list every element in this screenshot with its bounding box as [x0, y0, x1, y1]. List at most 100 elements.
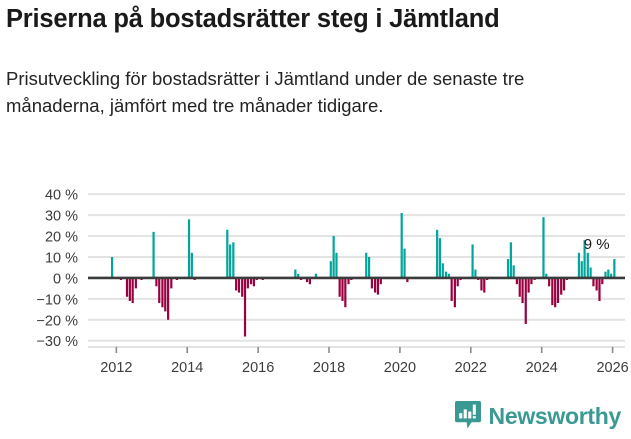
x-axis-tick-label: 2016	[242, 360, 274, 376]
bar	[556, 277, 560, 304]
bar	[545, 273, 548, 278]
bar	[512, 265, 515, 278]
bar-chart: −30 % −20 % −10 % 0 % 10 % 20 % 30 % 40 % 2012 20…	[36, 188, 628, 376]
bar	[444, 271, 448, 278]
y-axis-tick-label: 40 %	[45, 188, 78, 204]
bar	[232, 242, 235, 278]
bar	[610, 273, 613, 278]
bar	[161, 277, 164, 308]
bar	[601, 277, 604, 285]
y-axis-tick-label: 30 %	[45, 209, 78, 225]
bar	[406, 277, 409, 283]
bar	[506, 259, 510, 278]
bar	[155, 277, 158, 287]
bar	[453, 277, 456, 308]
bar	[554, 277, 557, 308]
bar	[530, 277, 533, 285]
page-title: Priserna på bostadsrätter steg i Jämtlan…	[6, 5, 500, 33]
bar	[604, 271, 607, 278]
bar	[441, 263, 444, 278]
bar	[164, 277, 167, 312]
bar	[450, 277, 453, 301]
bar	[551, 277, 554, 306]
bar	[598, 277, 601, 301]
bar	[438, 238, 442, 278]
bar	[524, 277, 527, 324]
bar	[246, 277, 249, 289]
bar	[379, 277, 382, 285]
y-axis-tick-label: −30 %	[36, 334, 78, 350]
y-axis-tick-label: −20 %	[36, 313, 78, 329]
bar	[483, 277, 486, 293]
bar	[338, 277, 341, 297]
x-axis-tick-label: 2020	[384, 360, 416, 376]
bar	[370, 277, 374, 289]
bar	[131, 277, 134, 304]
bar	[580, 261, 583, 278]
bar	[294, 269, 297, 278]
y-axis-tick-label: −10 %	[36, 292, 78, 308]
bar	[243, 277, 247, 337]
bar	[583, 240, 586, 278]
bar	[305, 277, 309, 283]
bar	[376, 277, 380, 295]
bar	[158, 277, 161, 304]
x-axis-tick-label: 2014	[171, 360, 203, 376]
bar	[314, 273, 318, 278]
bar	[577, 252, 581, 278]
bar	[560, 277, 563, 295]
bar	[518, 277, 521, 297]
bar	[341, 277, 344, 301]
chart-area: −30 % −20 % −10 % 0 % 10 % 20 % 30 % 40 % 2012 20…	[0, 180, 631, 395]
bar	[226, 229, 229, 278]
x-axis-tick-label: 2024	[526, 360, 558, 376]
chart-subtitle: Prisutveckling för bostadsrätter i Jämtl…	[6, 68, 525, 116]
bar	[308, 277, 311, 285]
bar	[367, 256, 371, 278]
bar	[548, 277, 551, 287]
y-axis-tick-label: 0 %	[53, 271, 78, 287]
x-axis-tick-label: 2026	[596, 360, 628, 376]
bar	[347, 277, 350, 285]
bar	[167, 277, 170, 320]
y-axis-tick-label: 20 %	[45, 230, 78, 246]
bar	[542, 217, 545, 278]
bar	[474, 269, 477, 278]
bar	[235, 277, 238, 291]
newsworthy-bubble-chart-icon	[454, 401, 481, 429]
bar	[170, 277, 173, 289]
bar	[521, 277, 524, 304]
bar	[134, 277, 137, 289]
x-axis-tick-label: 2022	[455, 360, 487, 376]
last-value-annotation: 9 %	[584, 236, 610, 253]
chart-footer: Newsworthy	[0, 396, 631, 439]
bar	[480, 277, 483, 291]
bar	[527, 277, 530, 293]
bar	[128, 277, 131, 301]
newsworthy-logo[interactable]: Newsworthy	[454, 400, 621, 432]
bar	[252, 277, 255, 287]
bar	[335, 252, 338, 278]
bar	[374, 277, 377, 293]
bar	[589, 267, 592, 278]
bar	[111, 256, 114, 278]
bar	[249, 277, 253, 285]
bar	[229, 244, 232, 278]
bar	[509, 242, 512, 278]
bar	[592, 277, 595, 287]
bar	[403, 248, 406, 278]
bar	[607, 269, 610, 278]
bar	[329, 261, 332, 278]
bar	[190, 252, 193, 278]
x-axis-tick-label: 2018	[313, 360, 345, 376]
bar	[365, 252, 368, 278]
bar	[152, 231, 155, 278]
bar	[447, 273, 450, 278]
bar	[515, 277, 518, 285]
bar	[237, 277, 241, 293]
bar	[456, 277, 459, 287]
bar	[297, 273, 300, 278]
x-axis-tick-label: 2012	[100, 360, 132, 376]
bar	[562, 277, 566, 291]
